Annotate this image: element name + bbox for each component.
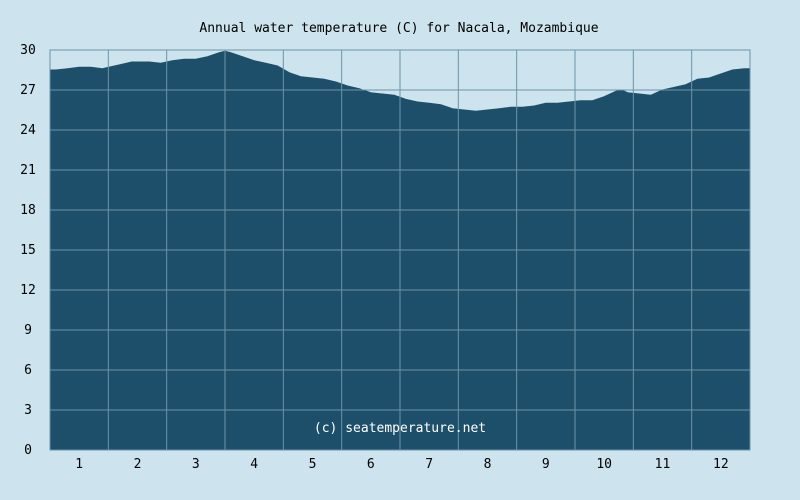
y-tick-label: 15	[20, 243, 36, 258]
x-tick-label: 7	[425, 457, 433, 472]
y-tick-label: 6	[24, 363, 32, 378]
chart-title: Annual water temperature (C) for Nacala,…	[199, 21, 598, 36]
y-tick-label: 21	[20, 163, 36, 178]
x-tick-label: 1	[75, 457, 83, 472]
x-tick-label: 6	[367, 457, 375, 472]
x-tick-label: 12	[713, 457, 729, 472]
y-tick-label: 3	[24, 403, 32, 418]
x-tick-label: 10	[596, 457, 612, 472]
y-tick-label: 27	[20, 83, 36, 98]
x-tick-label: 3	[192, 457, 200, 472]
x-tick-label: 4	[250, 457, 258, 472]
y-tick-label: 30	[20, 43, 36, 58]
y-tick-label: 12	[20, 283, 36, 298]
x-tick-label: 11	[655, 457, 671, 472]
x-tick-label: 9	[542, 457, 550, 472]
copyright-annotation: (c) seatemperature.net	[314, 421, 486, 436]
plot-border	[49, 49, 751, 451]
y-tick-label: 24	[20, 123, 36, 138]
y-tick-label: 0	[24, 443, 32, 458]
x-tick-label: 5	[309, 457, 317, 472]
y-tick-label: 9	[24, 323, 32, 338]
x-tick-label: 8	[484, 457, 492, 472]
y-tick-label: 18	[20, 203, 36, 218]
x-tick-label: 2	[134, 457, 142, 472]
